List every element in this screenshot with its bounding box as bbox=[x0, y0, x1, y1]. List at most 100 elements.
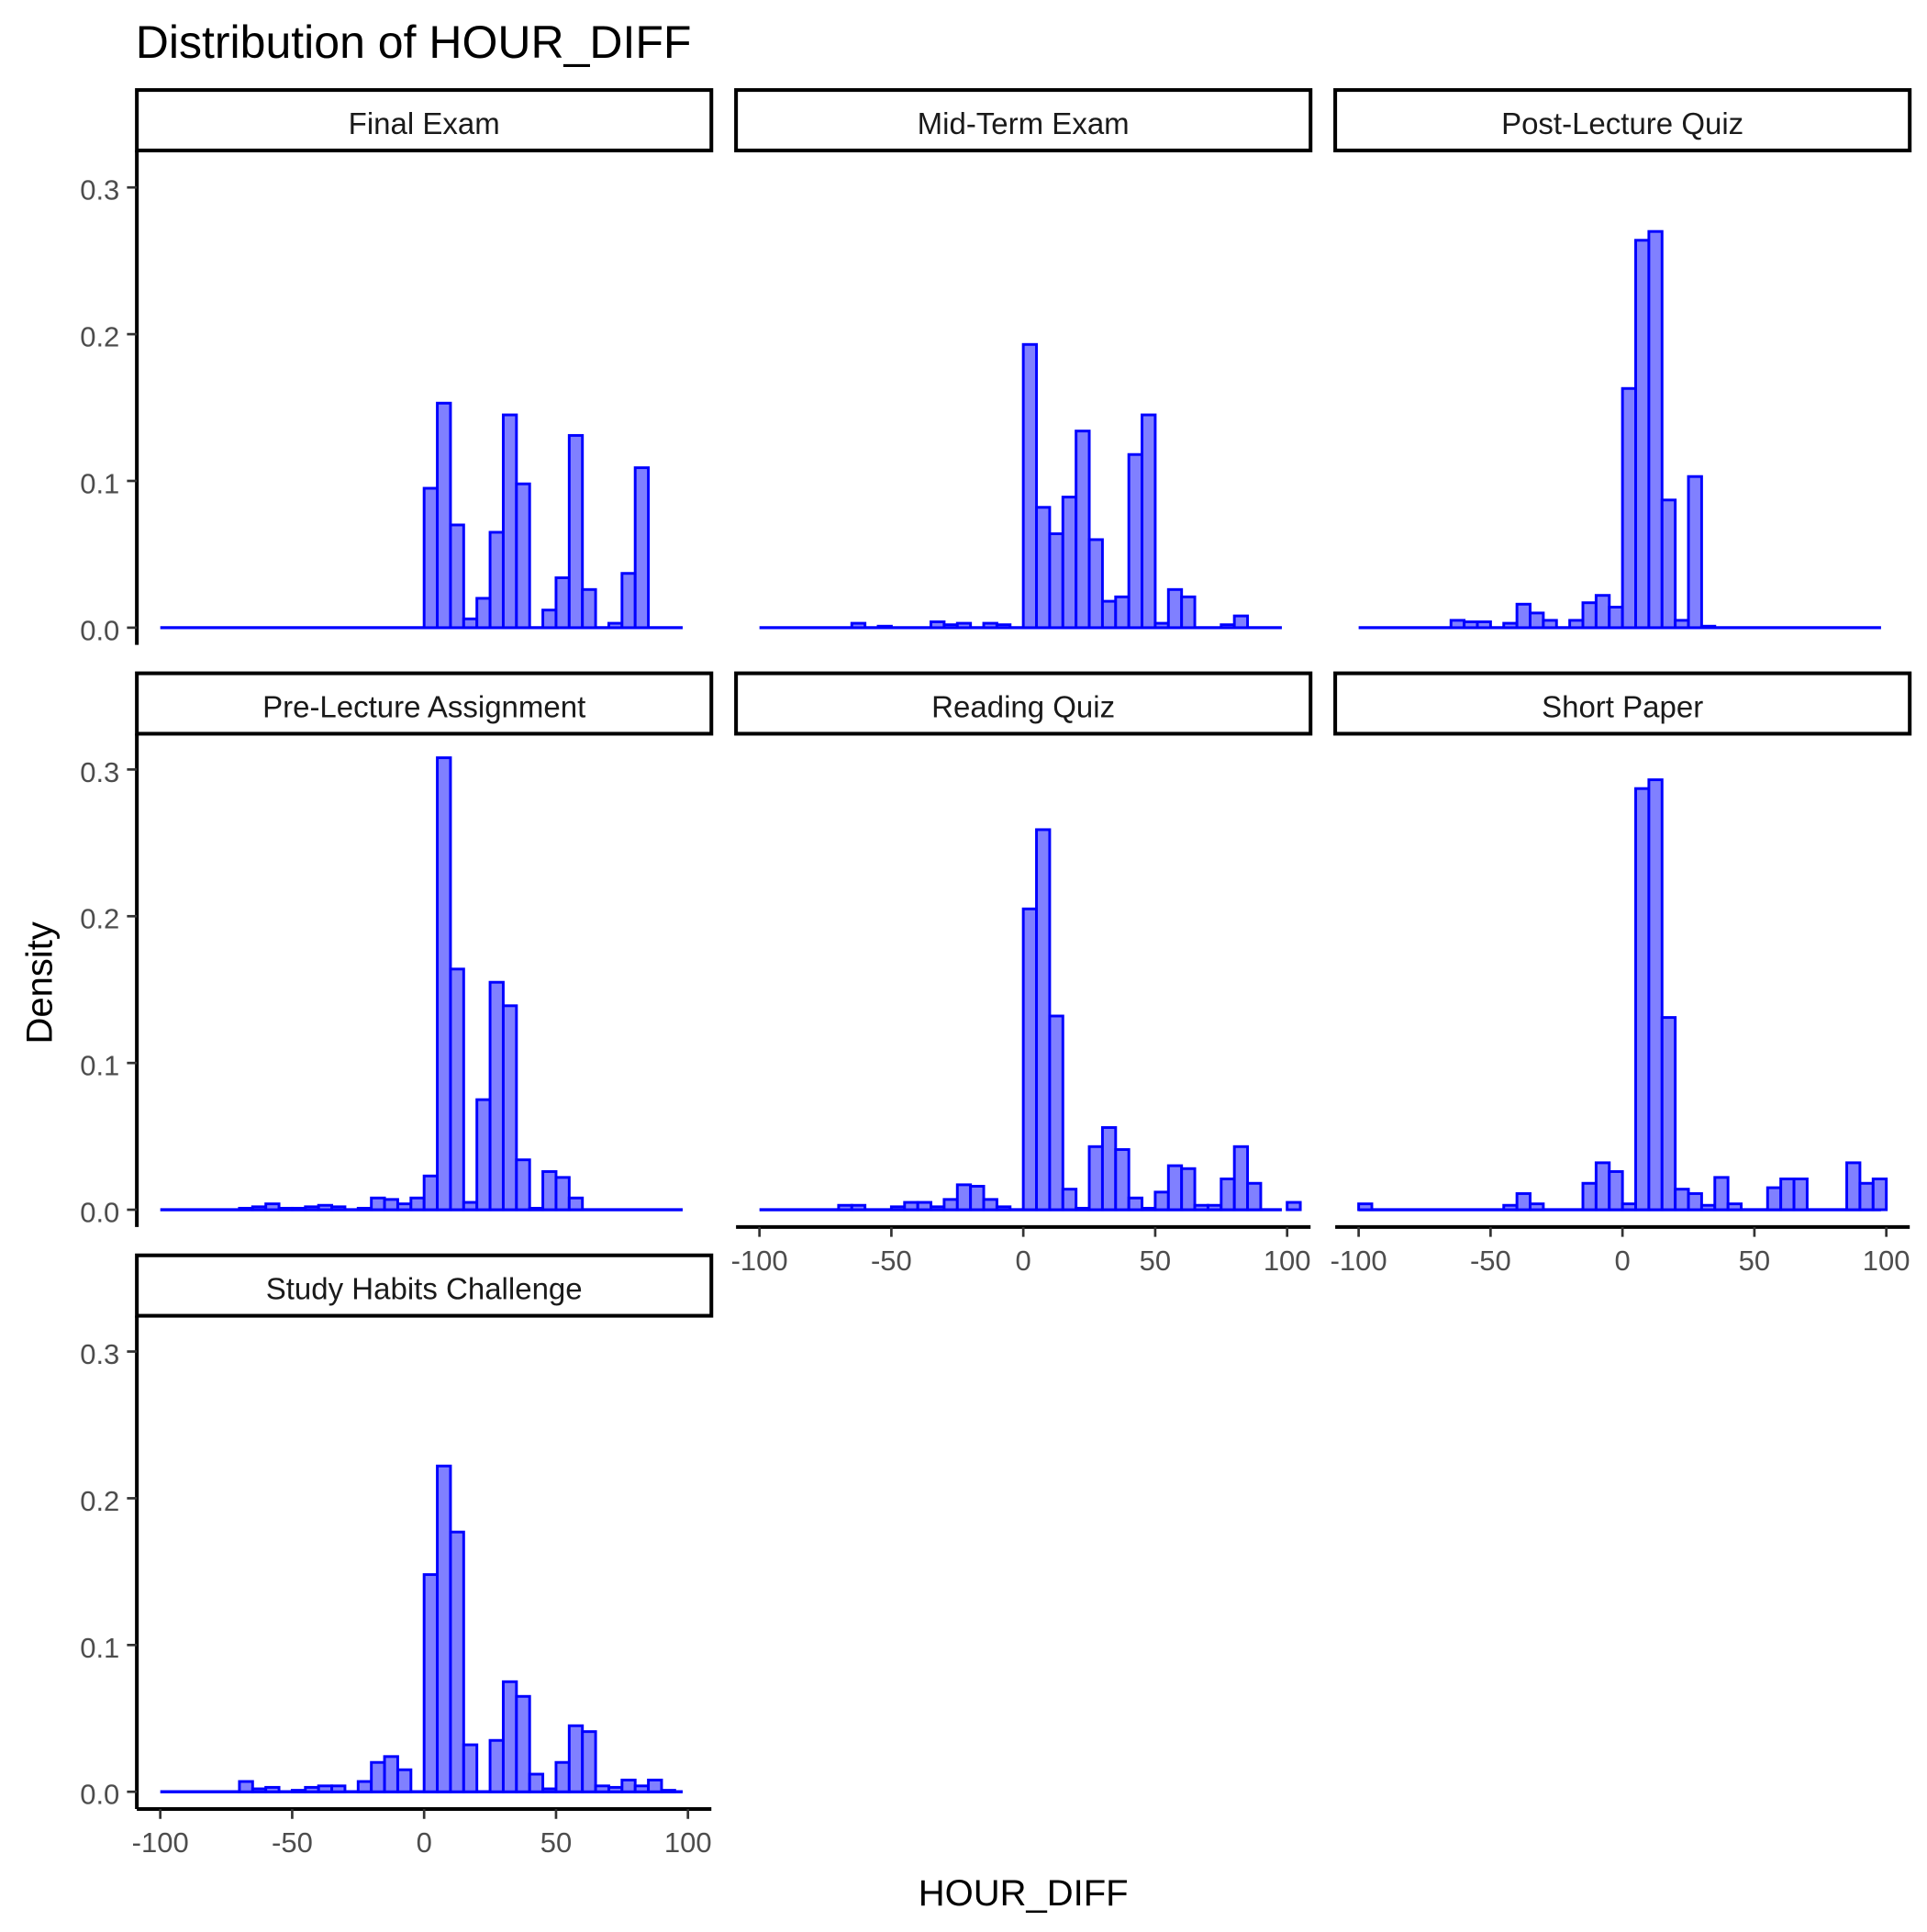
x-tick-label: -100 bbox=[132, 1826, 189, 1859]
histogram-bar bbox=[607, 1785, 624, 1793]
histogram-bar bbox=[541, 609, 558, 630]
x-tick-label: -100 bbox=[1331, 1245, 1387, 1277]
histogram-bar bbox=[1220, 623, 1236, 630]
histogram-bar bbox=[488, 530, 505, 630]
histogram-bar bbox=[1765, 1186, 1783, 1212]
histogram-bar bbox=[475, 597, 492, 630]
histogram-bar bbox=[1153, 1190, 1170, 1212]
histogram-bar bbox=[541, 1169, 558, 1212]
histogram-bar bbox=[462, 617, 479, 630]
histogram-bar bbox=[1845, 1161, 1862, 1212]
histogram-bar bbox=[1180, 595, 1197, 630]
histogram-bar bbox=[1621, 1202, 1637, 1212]
facet-strip-final-exam bbox=[135, 88, 714, 152]
histogram-bar bbox=[462, 1743, 479, 1793]
histogram-bar bbox=[1449, 619, 1466, 630]
histogram-bar bbox=[620, 572, 637, 630]
histogram-bar bbox=[1502, 1203, 1519, 1212]
histogram-bar bbox=[942, 623, 959, 630]
x-tick-label: -50 bbox=[1470, 1245, 1511, 1277]
histogram-bar bbox=[515, 1694, 531, 1793]
histogram-bar bbox=[1246, 1181, 1263, 1212]
histogram-bar bbox=[982, 1198, 998, 1212]
histogram-bar bbox=[370, 1760, 386, 1793]
histogram-bar bbox=[1674, 1188, 1690, 1212]
y-axis-title: Density bbox=[19, 921, 60, 1044]
x-tick-label: 0 bbox=[1615, 1245, 1631, 1277]
facet-strip-mid-term-exam bbox=[734, 88, 1313, 152]
histogram-bar bbox=[1515, 602, 1532, 630]
histogram-bar bbox=[1647, 778, 1664, 1212]
histogram-bar bbox=[1726, 1202, 1743, 1212]
histogram-bar bbox=[1035, 506, 1052, 630]
y-tick-label: 0.2 bbox=[80, 321, 119, 353]
histogram-bar bbox=[930, 1205, 946, 1212]
facet-strip-post-lecture-quiz bbox=[1333, 88, 1912, 152]
y-tick-label: 0.0 bbox=[80, 614, 119, 646]
histogram-bar bbox=[1871, 1177, 1888, 1212]
histogram-bar bbox=[1594, 594, 1611, 630]
histogram-bar bbox=[515, 482, 531, 630]
histogram-bar bbox=[264, 1785, 281, 1793]
histogram-bar bbox=[1502, 621, 1519, 630]
histogram-bar bbox=[995, 1205, 1012, 1212]
histogram-bar bbox=[1075, 430, 1091, 630]
histogram-bar bbox=[330, 1784, 347, 1793]
histogram-bar bbox=[541, 1787, 558, 1793]
histogram-bar bbox=[422, 486, 440, 630]
histogram-bar bbox=[317, 1784, 334, 1793]
histogram-bar bbox=[1581, 1181, 1598, 1212]
facet-strip-label: Mid-Term Exam bbox=[918, 106, 1130, 140]
histogram-bar bbox=[620, 1778, 637, 1793]
histogram-bar bbox=[1779, 1177, 1796, 1212]
x-tick-label: 0 bbox=[417, 1826, 432, 1859]
histogram-bar bbox=[1166, 587, 1184, 630]
histogram-bar bbox=[1581, 601, 1598, 630]
histogram-bar bbox=[607, 621, 624, 630]
histogram-bar bbox=[1061, 496, 1078, 630]
histogram-bar bbox=[567, 433, 585, 630]
histogram-bar bbox=[1206, 1203, 1223, 1212]
histogram-bar bbox=[1114, 595, 1131, 630]
facet-strip-label: Post-Lecture Quiz bbox=[1501, 106, 1743, 140]
facet-strip-study-habits-challenge bbox=[135, 1253, 714, 1318]
histogram-bar bbox=[1647, 229, 1664, 630]
histogram-bar bbox=[1515, 1191, 1532, 1212]
histogram-bar bbox=[581, 587, 597, 630]
histogram-bar bbox=[1141, 1206, 1157, 1212]
histogram-bar bbox=[837, 1203, 853, 1212]
histogram-bar bbox=[916, 1201, 933, 1212]
histogram-bar bbox=[1100, 599, 1118, 630]
histogram-bar bbox=[501, 1680, 518, 1793]
histogram-bar bbox=[317, 1203, 334, 1212]
histogram-bar bbox=[554, 1760, 571, 1793]
histogram-bar bbox=[982, 621, 998, 630]
histogram-bar bbox=[1858, 1181, 1875, 1212]
histogram-bar bbox=[889, 1205, 907, 1212]
histogram-bar bbox=[1193, 1203, 1209, 1212]
facet-strip-pre-lecture-assignment bbox=[135, 671, 714, 736]
histogram-bar bbox=[251, 1787, 268, 1793]
histogram-bar bbox=[1699, 624, 1717, 630]
histogram-bar bbox=[238, 1780, 254, 1793]
histogram-bar bbox=[264, 1202, 281, 1212]
histogram-bar bbox=[567, 1724, 585, 1793]
histogram-bar bbox=[876, 624, 893, 630]
histogram-bar bbox=[436, 401, 452, 630]
histogram-bar bbox=[930, 620, 946, 630]
facet-strip-label: Short Paper bbox=[1542, 689, 1703, 723]
x-tick-label: 100 bbox=[1264, 1245, 1311, 1277]
histogram-bar bbox=[1674, 619, 1690, 630]
y-tick-label: 0.0 bbox=[80, 1196, 119, 1228]
histogram-bar bbox=[1180, 1167, 1197, 1212]
y-tick-label: 0.3 bbox=[80, 174, 119, 207]
y-tick-label: 0.0 bbox=[80, 1779, 119, 1811]
histogram-bar bbox=[1357, 1202, 1374, 1212]
y-tick-label: 0.1 bbox=[80, 1050, 119, 1082]
histogram-bar bbox=[1568, 619, 1585, 630]
histogram-bar bbox=[528, 1772, 545, 1793]
histogram-bar bbox=[449, 1530, 465, 1793]
histogram-bar bbox=[1529, 611, 1545, 630]
facet-strip-label: Pre-Lecture Assignment bbox=[262, 689, 585, 723]
